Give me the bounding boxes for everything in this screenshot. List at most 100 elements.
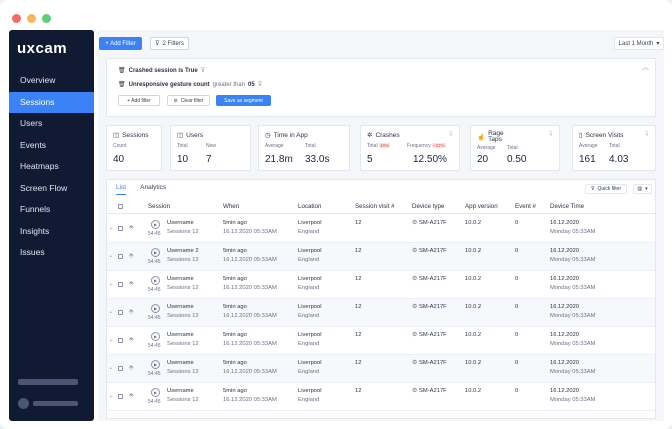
table-row[interactable]: • ⬘ ▶ 54:45 Username Sessions 12 5min ago 16.12…: [107, 383, 655, 411]
app-version: 10.0.2: [465, 360, 482, 366]
play-icon[interactable]: ▶: [151, 388, 160, 397]
device-time-date: 16.12.2020: [550, 248, 580, 254]
session-username[interactable]: Username: [167, 304, 194, 310]
sidebar-item-heatmaps[interactable]: Heatmaps: [20, 161, 59, 171]
date-range-select[interactable]: Last 1 Month ▾: [614, 37, 664, 50]
card-title-label: Screen Visits: [585, 131, 624, 139]
funnel-icon[interactable]: ⊽: [548, 132, 553, 138]
session-username[interactable]: Username 2: [167, 248, 199, 254]
sidebar-item-issues[interactable]: Issues: [20, 247, 45, 257]
row-checkbox[interactable]: [118, 338, 123, 343]
chevron-down-icon: ▾: [645, 186, 648, 192]
header-device-type[interactable]: Device type: [412, 203, 445, 210]
save-segment-button[interactable]: Save as segment: [216, 95, 271, 106]
table-row[interactable]: • ⬘ ▶ 54:45 Username Sessions 12 5min ago 16.12…: [107, 271, 655, 299]
row-checkbox[interactable]: [118, 226, 123, 231]
sidebar-item-overview[interactable]: Overview: [20, 75, 56, 85]
play-icon[interactable]: ▶: [151, 248, 160, 257]
funnel-icon[interactable]: ⊽: [644, 132, 649, 138]
filter-row-crashed[interactable]: 🗑 Crashed session is True ⊽: [118, 67, 205, 75]
sidebar-item-screen-flow[interactable]: Screen Flow: [20, 182, 68, 193]
tag-icon[interactable]: ⬘: [129, 253, 134, 259]
minimize-dot-icon[interactable]: [27, 14, 36, 23]
device-time-day: Monday 05:33AM: [550, 341, 596, 347]
session-username[interactable]: Username: [167, 276, 194, 282]
row-checkbox[interactable]: [118, 282, 123, 287]
location-city: Liverpool: [298, 248, 322, 254]
card-sub: Total: [507, 145, 518, 151]
columns-button[interactable]: ▥ ▾: [633, 184, 652, 194]
header-when[interactable]: When: [223, 203, 240, 210]
header-session-visit[interactable]: Session visit #: [355, 203, 395, 210]
filters-count-button[interactable]: ⊽ 2 Filters: [150, 37, 189, 50]
collapse-icon[interactable]: ︿: [642, 64, 649, 71]
play-icon[interactable]: ▶: [151, 360, 160, 369]
sessions-table-panel: List Analytics ⊽ Quick filter ▥ ▾ Sessio…: [106, 179, 656, 419]
row-checkbox[interactable]: [118, 310, 123, 315]
header-session[interactable]: Session: [148, 203, 171, 210]
session-username[interactable]: Username: [167, 388, 194, 394]
header-location[interactable]: Location: [298, 203, 322, 210]
header-app-version[interactable]: App version: [465, 203, 498, 210]
trash-icon[interactable]: 🗑: [118, 82, 126, 88]
tag-icon[interactable]: ⬘: [129, 337, 134, 343]
trash-icon[interactable]: 🗑: [118, 68, 126, 74]
table-row[interactable]: • ⬘ ▶ 54:45 Username Sessions 12 5min ago 16.12…: [107, 355, 655, 383]
session-duration: 54:45: [148, 343, 161, 349]
add-filter-button[interactable]: + Add Filter: [99, 37, 142, 50]
row-checkbox[interactable]: [118, 366, 123, 371]
card-sub: Average: [579, 143, 598, 149]
filter-gesture-label: Unresponsive gesture count: [128, 81, 210, 88]
session-username[interactable]: Username: [167, 332, 194, 338]
play-icon[interactable]: ▶: [151, 220, 160, 229]
table-row[interactable]: • ⬘ ▶ 54:45 Username 2 Sessions 12 5min ago 16.…: [107, 243, 655, 271]
header-event-count[interactable]: Event #: [515, 203, 536, 210]
row-checkbox[interactable]: [118, 254, 123, 259]
maximize-dot-icon[interactable]: [42, 14, 51, 23]
quick-filter-button[interactable]: ⊽ Quick filter: [585, 184, 627, 194]
sidebar-placeholder-bar: [18, 379, 78, 385]
row-checkbox[interactable]: [118, 394, 123, 399]
avatar[interactable]: [18, 398, 29, 409]
sidebar-item-events[interactable]: Events: [20, 139, 46, 150]
tag-icon[interactable]: ⬘: [129, 309, 134, 315]
card-users[interactable]: ◫ Users Total New 10 7: [170, 125, 251, 171]
header-device-time[interactable]: Device Time: [550, 203, 585, 210]
close-dot-icon[interactable]: [12, 14, 21, 23]
tag-icon[interactable]: ⬘: [129, 393, 134, 399]
tag-icon[interactable]: ⬘: [129, 225, 134, 231]
users-icon: ◫: [177, 132, 184, 139]
card-time-in-app[interactable]: ◷ Time in App Average Total 21.8m 33.0s: [258, 125, 350, 171]
filter-row-unresponsive[interactable]: 🗑 Unresponsive gesture count greater tha…: [118, 81, 262, 89]
device-time-date: 16.12.2020: [550, 304, 580, 310]
clear-filter-button[interactable]: ⊘ Clear filter: [167, 95, 210, 106]
session-username[interactable]: Username: [167, 360, 194, 366]
table-row[interactable]: • ⬘ ▶ 54:45 Username Sessions 12 5min ago 16.12…: [107, 327, 655, 355]
card-crashes[interactable]: ✲ Crashes ⊽ Total 48% Frequency +22% 5 12…: [360, 125, 460, 171]
play-icon[interactable]: ▶: [151, 332, 160, 341]
android-icon: ⚙: [412, 360, 418, 366]
sidebar-item-sessions[interactable]: Sessions: [9, 91, 94, 113]
tag-icon[interactable]: ⬘: [129, 365, 134, 371]
rage-tap-icon: ☝: [477, 134, 486, 141]
add-filter-inline-button[interactable]: + Add filter: [118, 95, 160, 106]
select-all-checkbox[interactable]: [118, 204, 123, 209]
sidebar-item-users[interactable]: Users: [20, 118, 43, 128]
table-row[interactable]: • ⬘ ▶ 54:45 Username Sessions 12 5min ago 16.12…: [107, 215, 655, 243]
card-sessions[interactable]: ◫ Sessions Count 40: [106, 125, 162, 171]
sidebar-item-funnels[interactable]: Funnels: [20, 204, 51, 214]
table-row[interactable]: • ⬘ ▶ 54:45 Username Sessions 12 5min ago 16.12…: [107, 299, 655, 327]
session-duration: 54:45: [148, 315, 161, 321]
funnel-icon[interactable]: ⊽: [448, 132, 453, 138]
location-city: Liverpool: [298, 388, 322, 394]
card-rage-taps[interactable]: ☝ Rage Taps ⊽ Average Total 20 0.50: [470, 125, 560, 171]
card-sub: Average: [265, 143, 284, 149]
session-username[interactable]: Username: [167, 220, 194, 226]
card-screen-visits[interactable]: ▯ Screen Visits ⊽ Average Total 161 4.03: [572, 125, 656, 171]
sidebar-item-insights[interactable]: Insights: [20, 225, 50, 236]
tag-icon[interactable]: ⬘: [129, 281, 134, 287]
tab-analytics[interactable]: Analytics: [140, 184, 167, 191]
play-icon[interactable]: ▶: [151, 276, 160, 285]
tab-list[interactable]: List: [116, 184, 127, 195]
play-icon[interactable]: ▶: [151, 304, 160, 313]
